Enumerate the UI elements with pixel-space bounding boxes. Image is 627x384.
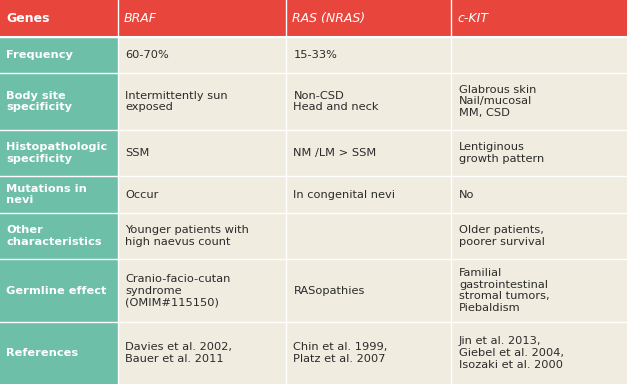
Text: Davies et al. 2002,
Bauer et al. 2011: Davies et al. 2002, Bauer et al. 2011 xyxy=(125,342,233,364)
Text: 60-70%: 60-70% xyxy=(125,50,169,60)
Bar xyxy=(451,176,627,214)
Text: Mutations in
nevi: Mutations in nevi xyxy=(6,184,87,205)
Bar xyxy=(0,322,118,384)
Bar xyxy=(451,37,627,73)
Bar xyxy=(286,130,451,176)
Text: Frequency: Frequency xyxy=(6,50,73,60)
Bar xyxy=(118,214,286,259)
Bar xyxy=(0,73,118,130)
Text: Histopathologic
specificity: Histopathologic specificity xyxy=(6,142,107,164)
Bar xyxy=(0,259,118,322)
Bar xyxy=(451,0,627,37)
Bar xyxy=(0,130,118,176)
Text: Intermittently sun
exposed: Intermittently sun exposed xyxy=(125,91,228,112)
Text: Lentiginous
growth pattern: Lentiginous growth pattern xyxy=(459,142,544,164)
Bar xyxy=(118,259,286,322)
Bar xyxy=(286,37,451,73)
Bar xyxy=(286,322,451,384)
Text: NM /LM > SSM: NM /LM > SSM xyxy=(293,148,377,158)
Text: c-KIT: c-KIT xyxy=(458,12,488,25)
Text: In congenital nevi: In congenital nevi xyxy=(293,190,396,200)
Text: BRAF: BRAF xyxy=(124,12,157,25)
Text: RAS (NRAS): RAS (NRAS) xyxy=(292,12,366,25)
Bar xyxy=(118,0,286,37)
Text: Older patients,
poorer survival: Older patients, poorer survival xyxy=(459,225,545,247)
Bar xyxy=(286,0,451,37)
Text: Body site
specificity: Body site specificity xyxy=(6,91,72,112)
Bar xyxy=(451,214,627,259)
Bar xyxy=(0,0,118,37)
Text: Familial
gastrointestinal
stromal tumors,
Piebaldism: Familial gastrointestinal stromal tumors… xyxy=(459,268,550,313)
Text: RASopathies: RASopathies xyxy=(293,286,365,296)
Text: Chin et al. 1999,
Platz et al. 2007: Chin et al. 1999, Platz et al. 2007 xyxy=(293,342,388,364)
Bar xyxy=(0,37,118,73)
Bar xyxy=(118,130,286,176)
Text: References: References xyxy=(6,348,78,358)
Text: Other
characteristics: Other characteristics xyxy=(6,225,102,247)
Bar xyxy=(286,176,451,214)
Text: Germline effect: Germline effect xyxy=(6,286,107,296)
Bar xyxy=(286,214,451,259)
Text: Younger patients with
high naevus count: Younger patients with high naevus count xyxy=(125,225,250,247)
Text: Glabrous skin
Nail/mucosal
MM, CSD: Glabrous skin Nail/mucosal MM, CSD xyxy=(459,85,536,118)
Text: Non-CSD
Head and neck: Non-CSD Head and neck xyxy=(293,91,379,112)
Bar xyxy=(118,176,286,214)
Bar xyxy=(118,322,286,384)
Bar xyxy=(451,130,627,176)
Bar xyxy=(451,259,627,322)
Bar xyxy=(0,176,118,214)
Text: No: No xyxy=(459,190,475,200)
Bar xyxy=(118,37,286,73)
Text: Jin et al. 2013,
Giebel et al. 2004,
Isozaki et al. 2000: Jin et al. 2013, Giebel et al. 2004, Iso… xyxy=(459,336,564,370)
Bar xyxy=(286,259,451,322)
Text: SSM: SSM xyxy=(125,148,150,158)
Text: Cranio-facio-cutan
syndrome
(OMIM#115150): Cranio-facio-cutan syndrome (OMIM#115150… xyxy=(125,274,231,307)
Bar xyxy=(451,73,627,130)
Bar xyxy=(451,322,627,384)
Bar xyxy=(0,214,118,259)
Bar xyxy=(118,73,286,130)
Text: Occur: Occur xyxy=(125,190,159,200)
Text: 15-33%: 15-33% xyxy=(293,50,337,60)
Text: Genes: Genes xyxy=(6,12,50,25)
Bar xyxy=(286,73,451,130)
